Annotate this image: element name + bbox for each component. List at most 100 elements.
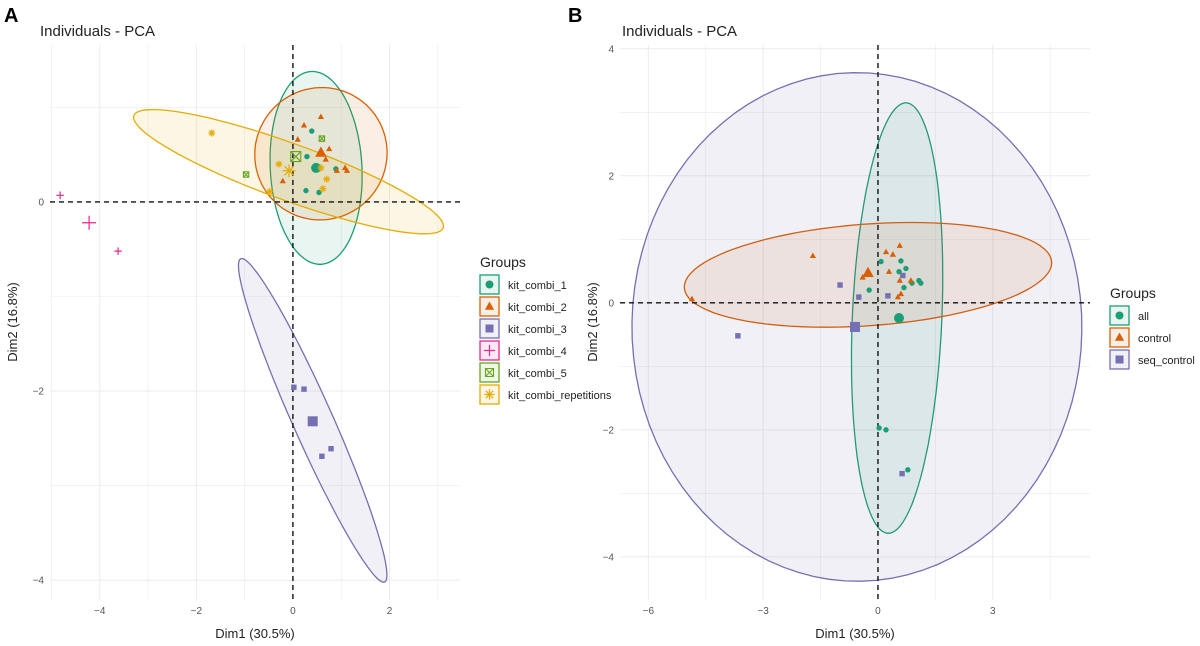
panel-b-x-axis-label: Dim1 (30.5%)	[815, 626, 894, 641]
point-seq_control	[885, 293, 891, 299]
mean-point-kit_combi_5	[290, 151, 302, 163]
point-kit_combi_4	[114, 247, 122, 255]
point-control	[896, 242, 903, 248]
point-kit_combi_repetitions	[266, 188, 274, 196]
mean-point-control	[862, 266, 874, 277]
point-kit_combi_repetitions-glyph	[266, 188, 274, 196]
point-all	[903, 265, 909, 272]
x-tick-label: −4	[94, 606, 106, 617]
y-tick-label: −4	[33, 576, 45, 587]
point-seq_control-glyph	[735, 333, 741, 339]
mean-point-kit_combi_4	[82, 215, 97, 230]
point-kit_combi_2	[343, 167, 351, 173]
point-all	[898, 258, 904, 264]
point-kit_combi_2-glyph	[279, 177, 286, 184]
point-control-glyph	[882, 248, 890, 255]
point-all	[918, 280, 924, 286]
mean-point-kit_combi_3-glyph	[307, 416, 318, 427]
point-kit_combi_1-glyph	[309, 128, 315, 134]
legend-label: kit_combi_2	[508, 302, 567, 314]
point-kit_combi_repetitions-glyph	[323, 175, 331, 183]
mean-point-control-glyph	[862, 266, 874, 277]
point-all	[878, 258, 884, 265]
point-control	[907, 277, 914, 283]
panel-a-y-axis-label: Dim2 (16.8%)	[5, 282, 20, 361]
point-kit_combi_3	[319, 453, 325, 459]
mean-point-kit_combi_4-glyph	[82, 215, 97, 230]
point-all	[901, 284, 907, 291]
legend-item-kit_combi_4: kit_combi_4	[479, 340, 567, 361]
point-all-glyph	[878, 258, 884, 265]
panel-b-legend-title: Groups	[1110, 285, 1156, 301]
legend-key-symbol	[484, 301, 495, 310]
point-all-glyph	[876, 425, 882, 431]
y-tick-label: 0	[608, 298, 614, 309]
legend-key-symbol-glyph	[484, 389, 495, 400]
panel-b-label: B	[568, 5, 582, 27]
point-all-glyph	[866, 287, 872, 293]
point-control-glyph	[688, 295, 696, 302]
panel-b-legend: Groups all control seq_control	[1109, 285, 1195, 370]
point-all-glyph	[905, 467, 911, 473]
point-kit_combi_2	[279, 177, 286, 184]
legend-item-kit_combi_5: kit_combi_5	[479, 362, 567, 383]
point-kit_combi_2	[322, 156, 329, 162]
point-control	[885, 268, 893, 274]
point-control	[809, 252, 817, 258]
panel-a-label: A	[4, 5, 18, 27]
point-control-glyph	[896, 277, 903, 283]
point-kit_combi_repetitions	[317, 164, 325, 172]
point-kit_combi_2-glyph	[326, 145, 333, 152]
point-kit_combi_5-glyph	[242, 171, 250, 178]
point-kit_combi_3-glyph	[291, 384, 297, 390]
point-all	[866, 287, 872, 293]
point-seq_control-glyph	[856, 294, 862, 300]
point-control	[897, 290, 905, 297]
point-kit_combi_3-glyph	[319, 453, 325, 459]
legend-key-symbol-glyph	[485, 280, 494, 289]
panel-a-title: Individuals - PCA	[40, 23, 155, 40]
x-tick-label: 3	[990, 606, 996, 617]
mean-point-kit_combi_3	[307, 416, 318, 427]
point-control-glyph	[885, 268, 893, 274]
point-seq_control	[856, 294, 862, 300]
x-tick-label: −6	[643, 606, 655, 617]
panel-a: A Individuals - PCA −4 −2 0 2 0 −2 −4 Dim1 (30…	[4, 5, 612, 641]
point-kit_combi_repetitions	[275, 160, 283, 168]
point-seq_control-glyph	[885, 293, 891, 299]
point-kit_combi_repetitions	[319, 185, 327, 193]
legend-item-kit_combi_2: kit_combi_2	[479, 296, 567, 317]
panel-b-title: Individuals - PCA	[622, 23, 737, 40]
legend-label: kit_combi_5	[508, 368, 567, 380]
legend-key-symbol	[1115, 355, 1124, 364]
point-kit_combi_2	[294, 136, 301, 142]
point-kit_combi_repetitions	[208, 129, 216, 137]
point-kit_combi_2-glyph	[322, 156, 329, 162]
point-all-glyph	[883, 427, 889, 433]
legend-item-kit_combi_1: kit_combi_1	[479, 274, 567, 295]
point-kit_combi_3-glyph	[301, 386, 307, 392]
point-kit_combi_1	[309, 128, 315, 134]
y-tick-label: −4	[603, 552, 615, 563]
point-control-glyph	[897, 290, 905, 297]
x-tick-label: −2	[191, 606, 203, 617]
legend-label: control	[1138, 333, 1171, 345]
panel-b: B Individuals - PCA −6 −3 0 3 4 2 0 −2 −4 Dim1 (…	[568, 5, 1195, 641]
point-kit_combi_4-glyph	[56, 191, 64, 200]
legend-key-symbol	[1114, 332, 1125, 341]
point-seq_control	[735, 333, 741, 339]
point-kit_combi_5	[242, 171, 250, 178]
y-tick-label: 2	[608, 171, 614, 182]
x-tick-label: −3	[757, 606, 769, 617]
y-tick-label: 4	[608, 44, 614, 55]
mean-point-kit_combi_repetitions-glyph	[282, 164, 296, 178]
point-kit_combi_repetitions-glyph	[317, 164, 325, 172]
point-all	[876, 425, 882, 431]
legend-key-symbol	[484, 367, 495, 378]
mean-point-kit_combi_2-glyph	[315, 146, 327, 157]
point-seq_control-glyph	[900, 272, 906, 279]
point-kit_combi_1	[303, 187, 309, 194]
point-seq_control-glyph	[837, 282, 843, 288]
legend-key-symbol-glyph	[484, 367, 495, 378]
